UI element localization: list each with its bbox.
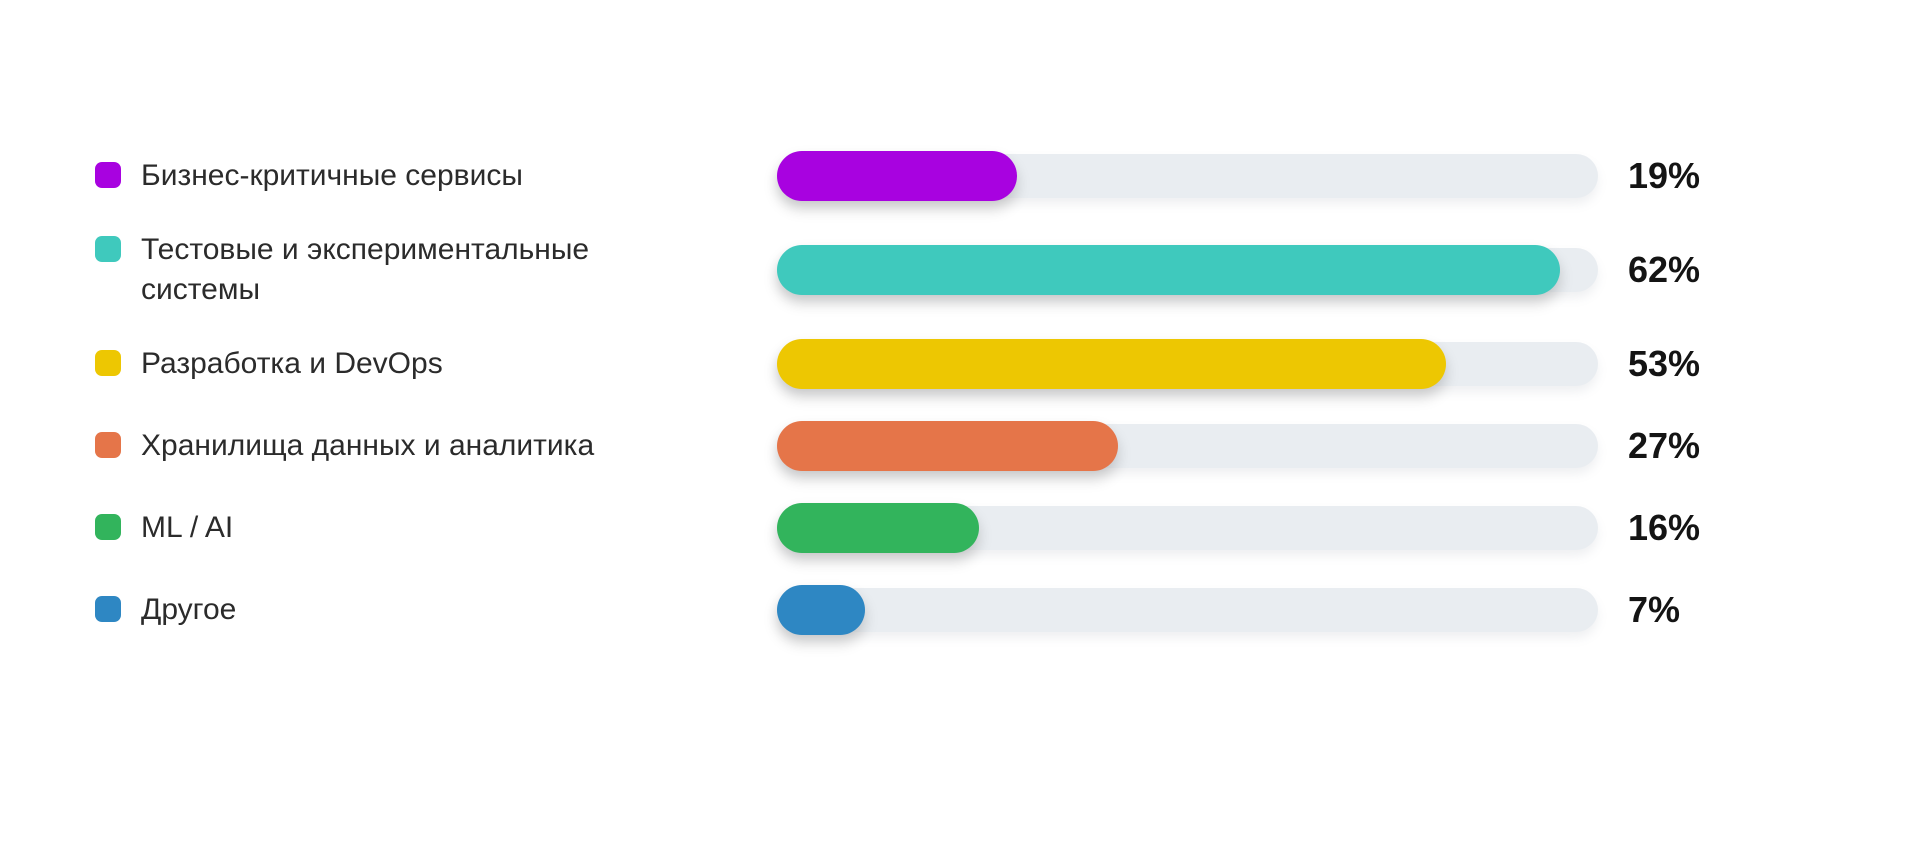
bar-area — [777, 339, 1598, 389]
legend-swatch — [95, 514, 121, 540]
bar-fill — [777, 151, 1017, 201]
bar-area — [777, 245, 1598, 295]
bar-track — [777, 421, 1598, 471]
bar-fill — [777, 245, 1561, 295]
legend-item: Тестовые и экспериментальные системы — [95, 230, 777, 310]
value-label: 19% — [1628, 155, 1701, 196]
value-label: 53% — [1628, 343, 1701, 384]
legend-swatch — [95, 432, 121, 458]
bar-area — [777, 503, 1598, 553]
bar-track — [777, 503, 1598, 553]
bar-track — [777, 151, 1598, 201]
category-label: Тестовые и экспериментальные системы — [141, 233, 590, 306]
category-label: ML / AI — [141, 511, 234, 544]
bar-area — [777, 421, 1598, 471]
chart-row: Хранилища данных и аналитика 27% — [95, 418, 1815, 474]
legend-swatch — [95, 236, 121, 262]
legend-swatch — [95, 350, 121, 376]
bar-fill — [777, 503, 980, 553]
bar-fill — [777, 421, 1119, 471]
bar-track — [777, 245, 1598, 295]
legend-item: Бизнес-критичные сервисы — [95, 156, 777, 196]
category-label: Хранилища данных и аналитика — [141, 429, 595, 462]
legend-item: Хранилища данных и аналитика — [95, 426, 777, 466]
chart-row: Другое 7% — [95, 582, 1815, 638]
bar-area — [777, 151, 1598, 201]
legend-swatch — [95, 596, 121, 622]
chart-row: Бизнес-критичные сервисы 19% — [95, 148, 1815, 204]
bar-fill — [777, 339, 1447, 389]
value-label: 27% — [1628, 425, 1701, 466]
bar-fill — [777, 585, 866, 635]
value-label: 7% — [1628, 589, 1681, 630]
bar-track — [777, 339, 1598, 389]
category-label: Разработка и DevOps — [141, 347, 443, 380]
legend-item: ML / AI — [95, 508, 777, 548]
bar-area — [777, 585, 1598, 635]
value-label: 16% — [1628, 507, 1701, 548]
category-label: Другое — [141, 593, 237, 626]
bar-chart: Бизнес-критичные сервисы 19% Тестовые и … — [95, 148, 1815, 664]
chart-row: Разработка и DevOps 53% — [95, 336, 1815, 392]
category-label: Бизнес-критичные сервисы — [141, 159, 523, 192]
legend-swatch — [95, 162, 121, 188]
legend-item: Другое — [95, 590, 777, 630]
bar-track — [777, 585, 1598, 635]
legend-item: Разработка и DevOps — [95, 344, 777, 384]
chart-row: ML / AI 16% — [95, 500, 1815, 556]
value-label: 62% — [1628, 249, 1701, 290]
chart-row: Тестовые и экспериментальные системы 62% — [95, 230, 1815, 310]
